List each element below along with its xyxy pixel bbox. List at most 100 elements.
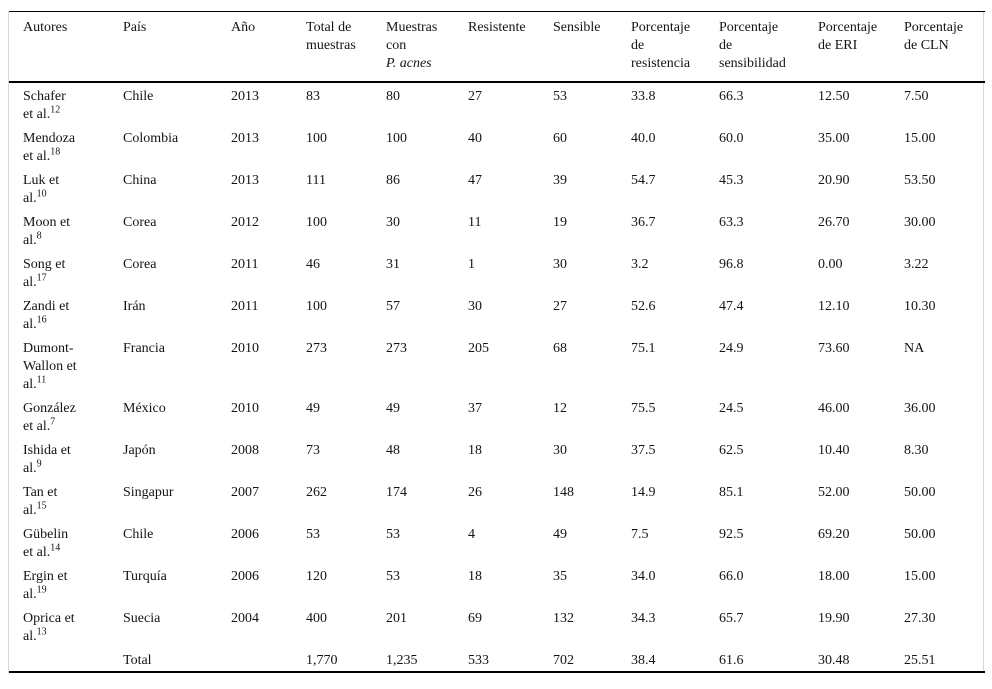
reference-superscript: 10 [36,188,47,200]
species-name-italic: P. acnes [386,56,432,71]
cell-ano: 2006 [231,569,259,584]
cell-ano [217,647,292,672]
resistance-studies-table: Autores País Año Total de muestras Muestras co… [9,11,985,673]
author-name-line: al.8 [23,230,42,248]
cell-autores: Mendoza et al.18 [9,125,109,167]
column-header: Sensible [539,12,617,83]
cell-pais: Singapur [123,485,174,500]
cell-pct_sensibilidad: 85.1 [719,485,744,500]
cell-pct_resistencia: 37.5 [631,443,656,458]
cell-ano: 2013 [231,89,259,104]
column-header-line: Autores [23,20,68,35]
reference-superscript: 8 [36,230,42,242]
cell-total: 273 [306,341,327,356]
cell-muestras: 174 [386,485,407,500]
cell-autores: Zandi et al.16 [9,293,109,335]
author-name-line: al.17 [23,272,47,290]
cell-pct_cln: 8.30 [904,443,929,458]
cell-pais: México [123,401,166,416]
cell-autores: Luk et al.10 [9,167,109,209]
reference-superscript: 16 [36,314,47,326]
cell-pct_cln: 25.51 [904,653,936,668]
cell-pct_cln: 7.50 [904,89,929,104]
cell-autores: Tan et al.15 [9,479,109,521]
column-header: Porcentaje de CLN [890,12,985,83]
column-header-line: con [386,38,407,53]
cell-pct_sensibilidad: 45.3 [719,173,744,188]
cell-ano: 2004 [231,611,259,626]
author-name-line: Wallon et [23,359,77,374]
author-name-line: et al.12 [23,104,61,122]
cell-sensible: 30 [553,257,567,272]
cell-resistente: 47 [468,173,482,188]
author-name-line: al.16 [23,314,47,332]
column-header-line: de [631,38,645,53]
column-header: Resistente [454,12,539,83]
cell-total: 73 [306,443,320,458]
column-header-line: de CLN [904,38,949,53]
cell-pais: Francia [123,341,165,356]
author-name-line: et al.7 [23,416,56,434]
cell-pct_sensibilidad: 66.3 [719,89,744,104]
cell-pct_resistencia: 38.4 [631,653,656,668]
cell-pct_sensibilidad: 62.5 [719,443,744,458]
cell-resistente: 27 [468,89,482,104]
cell-pais: Corea [123,257,157,272]
column-header: Año [217,12,292,83]
author-name-line: Dumont- [23,341,74,356]
cell-pct_resistencia: 14.9 [631,485,656,500]
column-header: Autores [9,12,109,83]
cell-sensible: 35 [553,569,567,584]
cell-pct_resistencia: 34.0 [631,569,656,584]
cell-pct_eri: 26.70 [818,215,850,230]
cell-pct_eri: 0.00 [818,257,843,272]
table-row: Zandi et al.16 Irán 2011 100 57 30 27 52.6 47.4 12… [9,293,985,335]
cell-resistente: 37 [468,401,482,416]
cell-resistente: 533 [468,653,489,668]
cell-ano: 2010 [231,401,259,416]
cell-ano: 2011 [231,299,259,314]
column-header-line: Muestras [386,20,438,35]
cell-pct_resistencia: 54.7 [631,173,656,188]
cell-resistente: 18 [468,443,482,458]
cell-pct_eri: 12.50 [818,89,850,104]
paper-table-container: Autores País Año Total de muestras Muestras co… [8,11,985,673]
cell-pct_cln: 3.22 [904,257,929,272]
column-header: Porcentaje de resistencia [617,12,705,83]
cell-ano: 2011 [231,257,259,272]
cell-total: 400 [306,611,327,626]
cell-pct_resistencia: 75.5 [631,401,656,416]
cell-pct_cln: 10.30 [904,299,936,314]
cell-pct_eri: 20.90 [818,173,850,188]
cell-autores: Schafer et al.12 [9,82,109,125]
cell-pais: Total [123,653,152,668]
cell-pct_eri: 30.48 [818,653,850,668]
cell-ano: 2008 [231,443,259,458]
cell-sensible: 27 [553,299,567,314]
table-body: Schafer et al.12 Chile 2013 83 80 27 53 33.8 66.3… [9,82,985,672]
cell-sensible: 60 [553,131,567,146]
cell-muestras: 53 [386,527,400,542]
cell-total: 120 [306,569,327,584]
cell-sensible: 49 [553,527,567,542]
cell-pais: China [123,173,157,188]
column-header-line: de ERI [818,38,858,53]
header-row: Autores País Año Total de muestras Muestras co… [9,12,985,83]
column-header-line: Porcentaje [631,20,691,35]
author-name-line: Song et [23,257,66,272]
cell-pct_sensibilidad: 47.4 [719,299,744,314]
author-name-line: Zandi et [23,299,70,314]
author-name-line: González [23,401,76,416]
author-name-line: Tan et [23,485,58,500]
author-name-line: Schafer [23,89,66,104]
cell-pct_eri: 52.00 [818,485,850,500]
cell-pct_resistencia: 75.1 [631,341,656,356]
author-name-line: Ishida et [23,443,71,458]
reference-superscript: 7 [50,416,56,428]
reference-superscript: 11 [36,374,47,386]
cell-pais: Colombia [123,131,179,146]
cell-pct_sensibilidad: 24.5 [719,401,744,416]
cell-pais: Irán [123,299,146,314]
cell-sensible: 68 [553,341,567,356]
table-header: Autores País Año Total de muestras Muestras co… [9,12,985,83]
